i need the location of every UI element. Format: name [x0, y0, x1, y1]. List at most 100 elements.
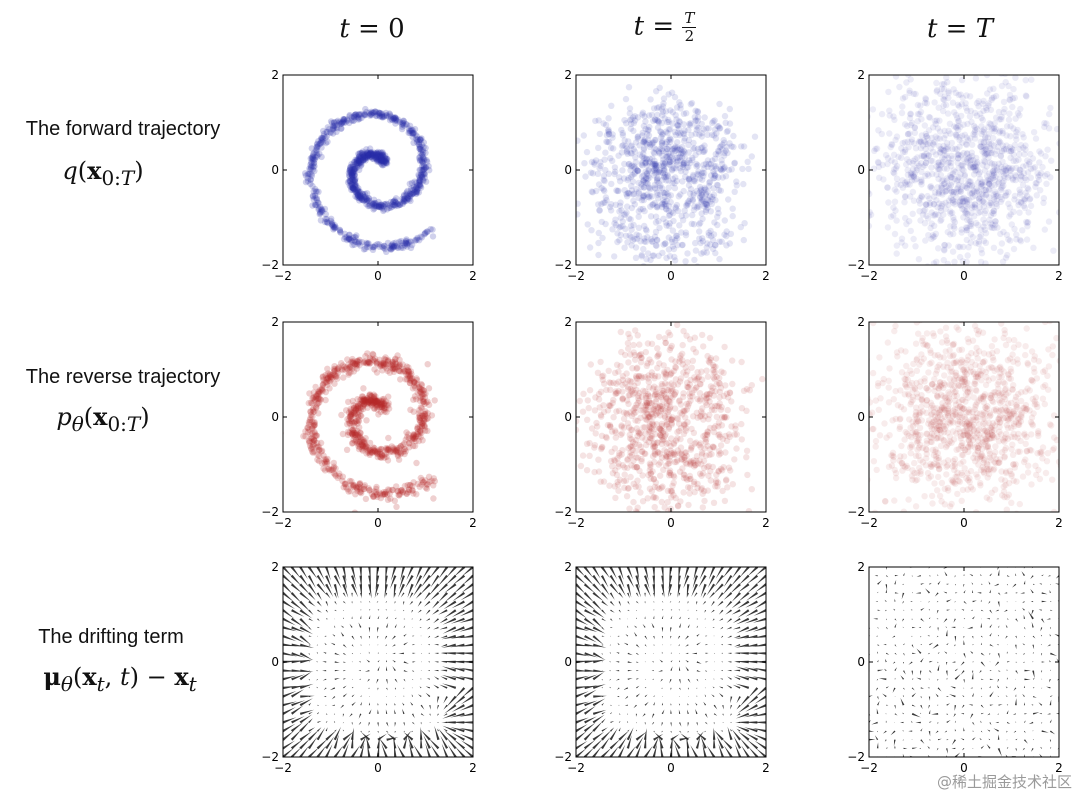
scatter-point: [932, 133, 939, 140]
scatter-point: [596, 206, 603, 214]
scatter-point: [379, 153, 386, 160]
scatter-point: [972, 167, 979, 175]
scatter-point: [941, 93, 948, 100]
scatter-point: [987, 212, 995, 219]
scatter-point: [330, 223, 338, 231]
scatter-point: [627, 385, 634, 393]
scatter-point: [606, 482, 613, 489]
scatter-point: [667, 471, 675, 479]
scatter-point: [650, 475, 657, 483]
scatter-point: [364, 152, 372, 159]
scatter-point: [356, 356, 364, 364]
scatter-point: [969, 437, 977, 444]
scatter-point: [414, 425, 421, 432]
scatter-point: [658, 139, 666, 147]
scatter-point: [666, 457, 673, 464]
scatter-point: [988, 434, 996, 442]
scatter-point: [377, 401, 384, 409]
scatter-point: [372, 108, 379, 115]
scatter-point: [612, 216, 619, 223]
scatter-point: [348, 166, 356, 173]
scatter-point: [625, 161, 632, 168]
scatter-point: [658, 146, 666, 153]
scatter-point: [1006, 144, 1014, 151]
scatter-point: [731, 431, 738, 438]
scatter-point: [1012, 132, 1020, 139]
scatter-point: [993, 203, 1000, 210]
scatter-point: [974, 126, 981, 133]
scatter-point: [383, 444, 390, 452]
scatter-point: [985, 123, 992, 131]
scatter-point: [356, 193, 363, 200]
scatter-point: [980, 143, 987, 150]
scatter-point: [361, 439, 368, 446]
scatter-point: [872, 443, 879, 450]
scatter-point: [646, 420, 653, 428]
scatter-point: [708, 164, 715, 171]
scatter-point: [647, 475, 654, 482]
scatter-point: [370, 492, 377, 500]
scatter-point: [997, 186, 1004, 194]
scatter-point: [955, 181, 962, 189]
scatter-point: [413, 184, 420, 191]
scatter-point: [1025, 209, 1032, 216]
scatter-point: [343, 364, 350, 371]
scatter-point: [634, 133, 641, 141]
scatter-point: [387, 495, 394, 502]
scatter-point: [963, 184, 971, 192]
scatter-point: [705, 232, 712, 239]
scatter-point: [374, 398, 381, 405]
scatter-point: [943, 183, 950, 190]
scatter-point: [679, 161, 686, 168]
scatter-point: [1011, 192, 1019, 200]
scatter-point: [924, 192, 931, 200]
scatter-point: [890, 204, 897, 211]
scatter-point: [409, 487, 416, 494]
scatter-point: [717, 187, 724, 194]
scatter-point: [674, 146, 681, 153]
scatter-point: [599, 443, 606, 451]
scatter-point: [713, 165, 720, 172]
scatter-point: [711, 375, 718, 383]
scatter-point: [692, 377, 699, 384]
scatter-point: [329, 125, 337, 132]
scatter-point: [651, 150, 658, 157]
scatter-point: [661, 335, 669, 342]
scatter-point: [990, 191, 997, 198]
scatter-point: [354, 438, 361, 445]
scatter-point: [417, 417, 424, 425]
scatter-point: [348, 429, 356, 436]
scatter-point: [324, 460, 331, 467]
scatter-point: [616, 452, 623, 459]
scatter-point: [708, 233, 715, 240]
scatter-point: [307, 166, 314, 173]
scatter-point: [649, 453, 657, 460]
scatter-point: [997, 198, 1004, 206]
scatter-point: [701, 203, 708, 210]
scatter-point: [1033, 192, 1040, 199]
scatter-point: [666, 346, 673, 354]
scatter-point: [949, 352, 956, 360]
scatter-point: [873, 145, 881, 152]
scatter-point: [624, 411, 631, 418]
scatter-point: [379, 113, 386, 120]
scatter-point: [647, 435, 654, 442]
scatter-point: [723, 232, 730, 240]
scatter-point: [667, 403, 674, 410]
scatter-point: [335, 511, 339, 512]
scatter-point: [988, 94, 996, 102]
scatter-point: [698, 368, 705, 375]
scatter-point: [923, 140, 930, 148]
scatter-point: [381, 404, 388, 412]
scatter-point: [422, 484, 429, 491]
scatter-point: [310, 196, 317, 203]
scatter-point: [918, 403, 925, 410]
scatter-point: [613, 471, 621, 479]
scatter-point: [318, 138, 325, 145]
scatter-point: [721, 112, 729, 120]
scatter-point: [420, 144, 427, 151]
scatter-point: [716, 100, 723, 108]
scatter-point: [354, 420, 361, 427]
scatter-point: [984, 432, 992, 440]
scatter-point: [694, 263, 701, 265]
